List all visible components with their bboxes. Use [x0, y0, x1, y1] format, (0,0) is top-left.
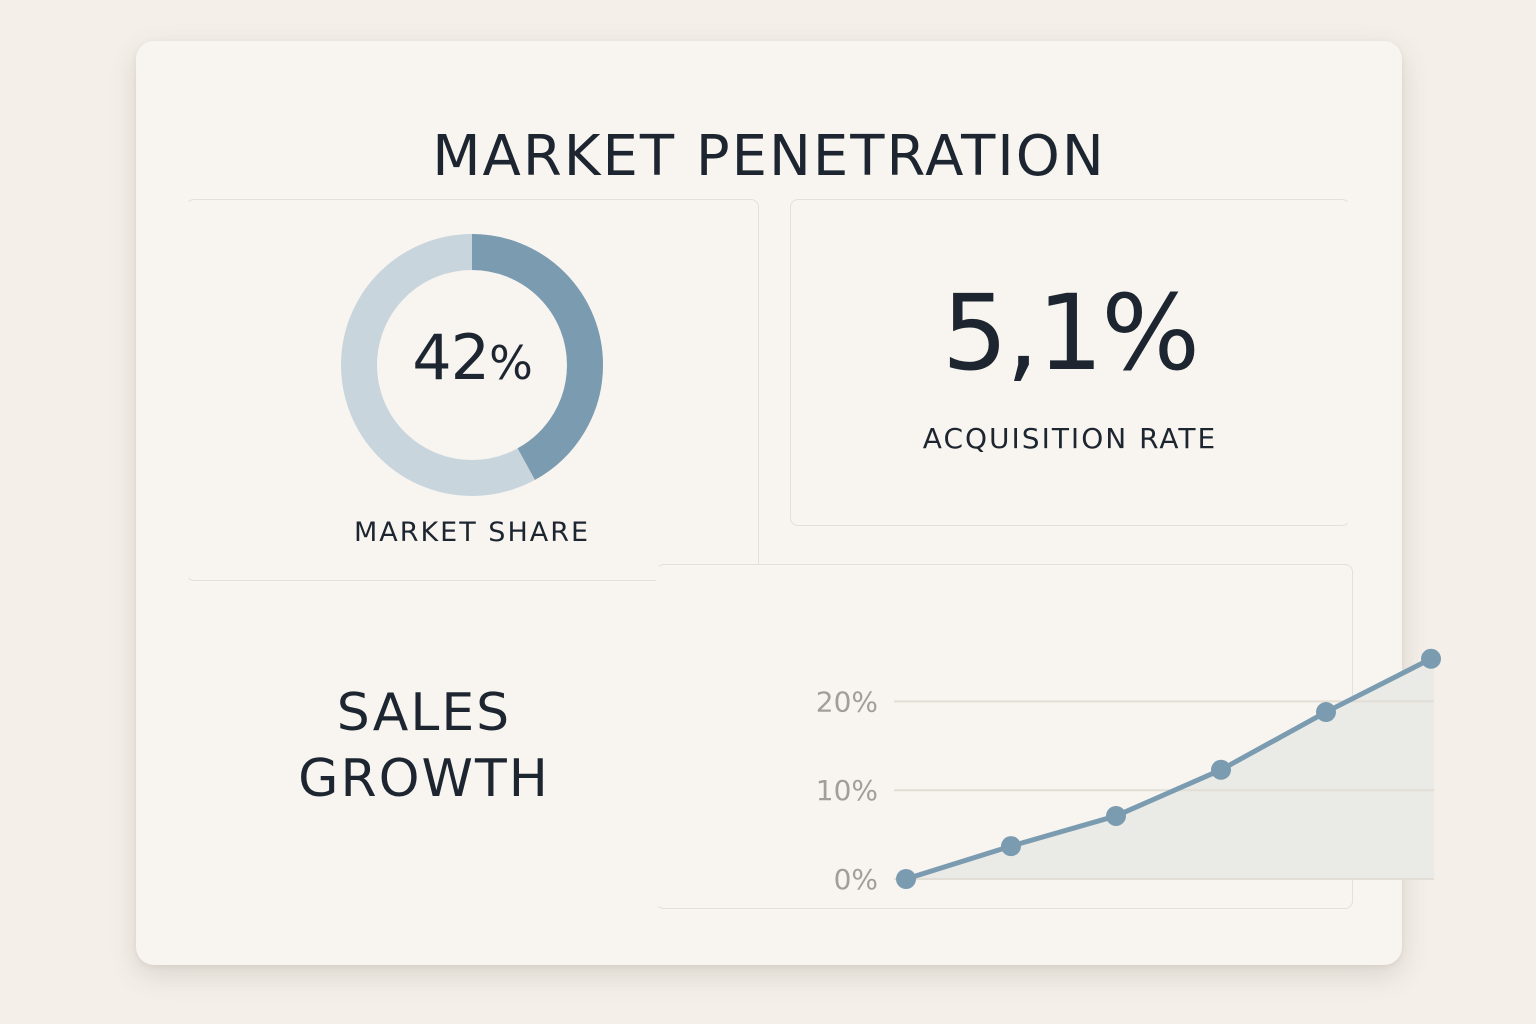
- chart-data-point: [1421, 648, 1441, 669]
- y-tick-label: 10%: [816, 774, 878, 807]
- sales-growth-title-line: SALES: [336, 683, 512, 743]
- y-tick-label: 0%: [834, 863, 878, 896]
- chart-data-point: [1001, 836, 1021, 857]
- market-share-value: 42%: [372, 327, 572, 389]
- chart-data-point: [1211, 759, 1231, 780]
- sales-growth-title: SALES GROWTH: [264, 681, 584, 812]
- market-share-donut: [341, 234, 603, 496]
- chart-data-point: [1316, 702, 1336, 723]
- chart-area-fill: [906, 658, 1434, 879]
- market-share-label: MARKET SHARE: [353, 517, 591, 548]
- market-share-number: 42: [412, 321, 490, 394]
- chart-data-point: [896, 869, 916, 889]
- y-tick-label: 20%: [816, 685, 878, 718]
- acquisition-panel: [790, 199, 1350, 526]
- chart-data-point: [1106, 805, 1126, 826]
- sales-growth-chart: 0% 10% 20%: [816, 648, 1441, 896]
- acquisition-rate-label: ACQUISITION RATE: [922, 422, 1218, 455]
- donut-share-arc: [341, 234, 603, 496]
- page-title: MARKET PENETRATION: [432, 124, 1106, 189]
- acquisition-rate-value: 5,1%: [941, 272, 1200, 394]
- sales-growth-title-line: GROWTH: [298, 748, 550, 809]
- market-share-unit: %: [489, 336, 533, 390]
- dashboard-card: MARKET PENETRATION 42% MARKET SHARE 5,1%…: [136, 41, 1441, 965]
- chart-series-line: [903, 656, 1434, 882]
